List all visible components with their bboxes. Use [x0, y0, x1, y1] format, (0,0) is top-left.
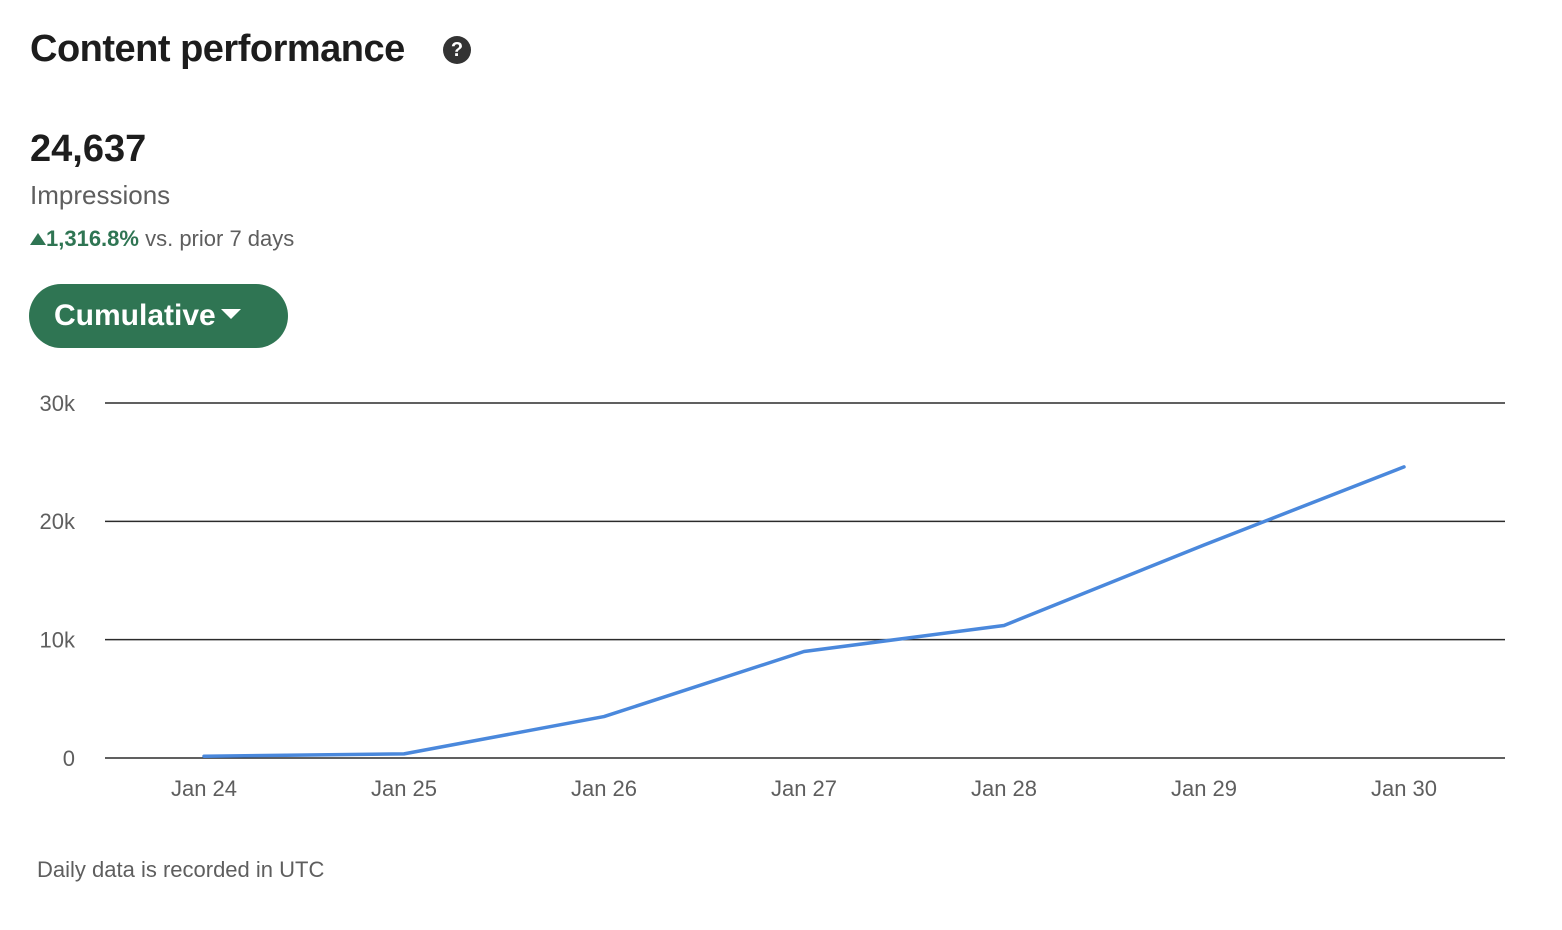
x-tick-label: Jan 26	[571, 776, 637, 801]
y-tick-label: 10k	[40, 627, 76, 652]
change-row: 1,316.8% vs. prior 7 days	[30, 226, 294, 252]
y-tick-label: 0	[63, 746, 75, 771]
caret	[220, 309, 241, 319]
y-tick-label: 30k	[40, 391, 76, 416]
title: Content performance	[30, 28, 405, 70]
footnote: Daily data is recorded in UTC	[37, 857, 325, 882]
comparison: vs. prior 7 days	[145, 226, 295, 251]
mode-dropdown[interactable]: Cumulative	[29, 284, 288, 348]
change-value: 1,316.8%	[46, 226, 139, 251]
x-tick-label: Jan 30	[1371, 776, 1437, 801]
x-tick-label: Jan 28	[971, 776, 1037, 801]
data-line	[202, 465, 1406, 758]
help-icon[interactable]: ?	[443, 36, 471, 64]
x-tick-label: Jan 29	[1171, 776, 1237, 801]
dropdown-label: Cumulative	[54, 299, 216, 332]
x-tick-label: Jan 25	[371, 776, 437, 801]
metric-label: Impressions	[30, 180, 171, 210]
total-value: 24,637	[30, 128, 147, 170]
x-tick-label: Jan 27	[771, 776, 837, 801]
x-tick-label: Jan 24	[171, 776, 237, 801]
y-tick-label: 20k	[40, 509, 76, 534]
up-arrow	[30, 233, 46, 245]
